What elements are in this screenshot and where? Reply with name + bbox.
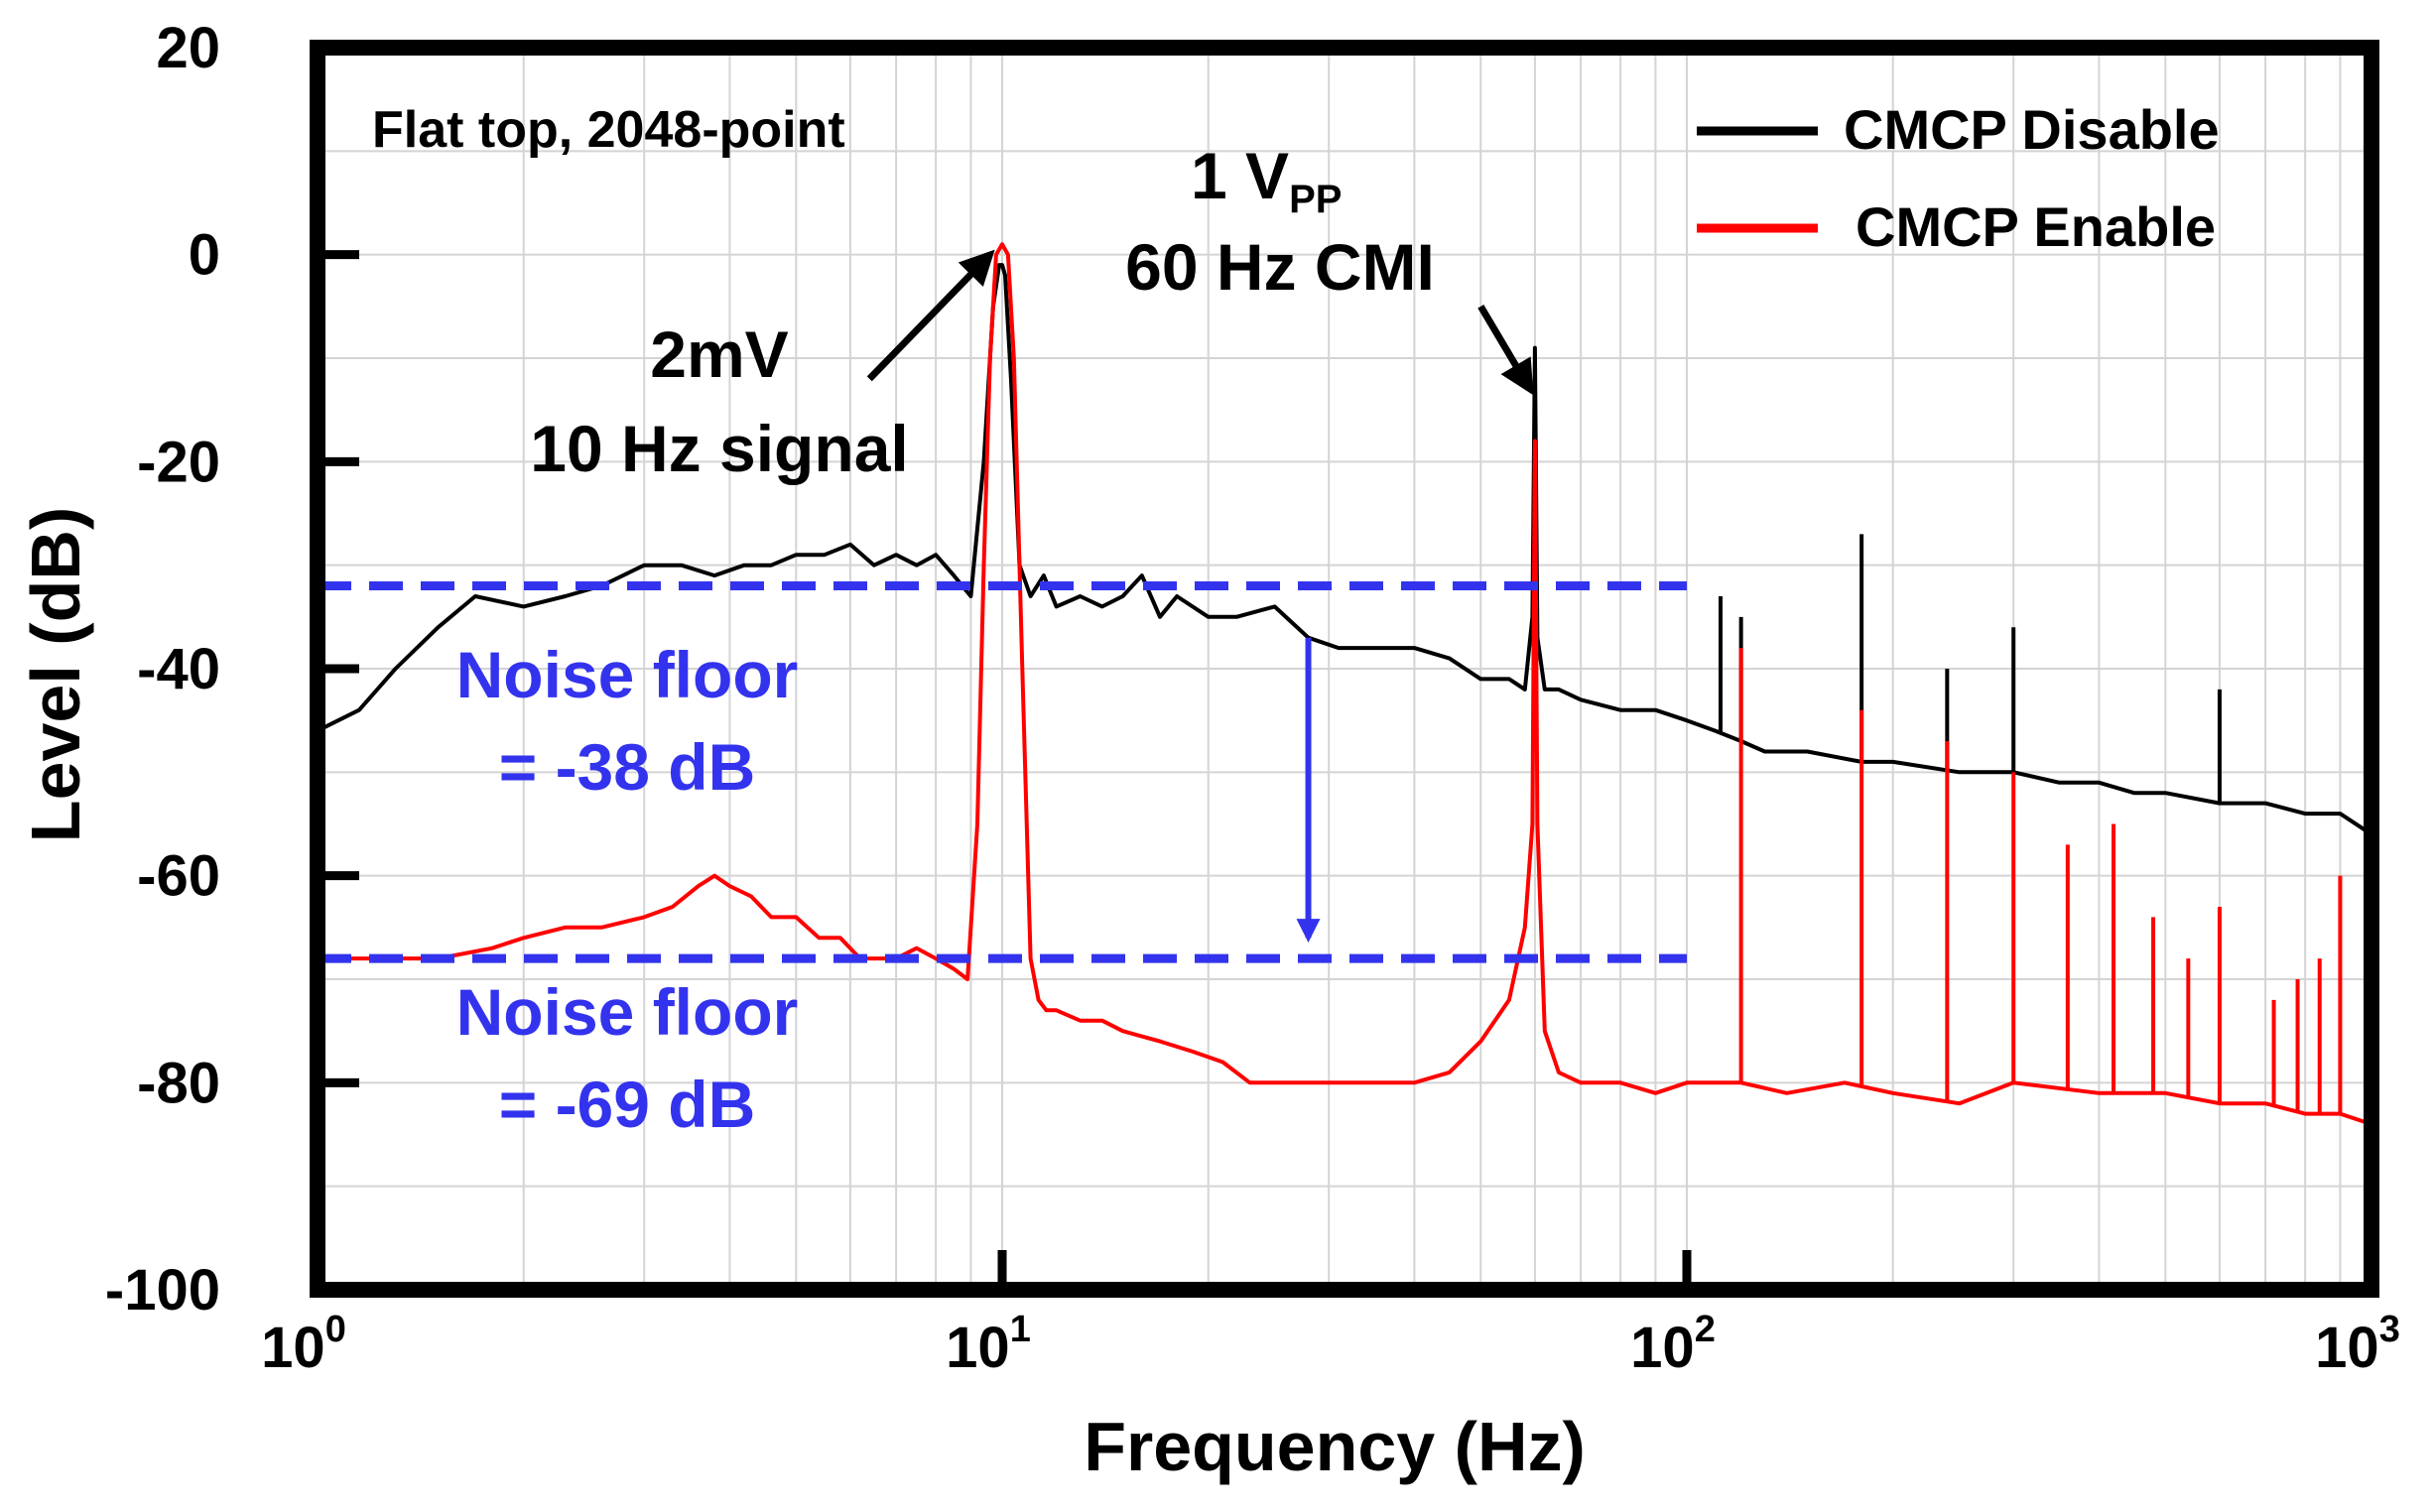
x-tick-base: 10 (946, 1316, 1010, 1380)
x-tick-exponent: 0 (325, 1309, 346, 1350)
annotation-arrows (866, 249, 1534, 396)
cmi-annotation-subscript: PP (1289, 178, 1342, 221)
legend-label-enable: CMCP Enable (1856, 195, 2216, 258)
signal-annotation-arrow (866, 249, 995, 382)
noise-enable-label-line1: Noise floor (456, 975, 799, 1049)
legend-label-disable: CMCP Disable (1844, 98, 2220, 161)
x-axis-title: Frequency (Hz) (1084, 1408, 1586, 1485)
cmi-annotation-arrow (1477, 305, 1534, 396)
x-tick-label: 103 (2315, 1309, 2400, 1380)
y-tick-label: 0 (189, 223, 220, 288)
signal-annotation-line2: 10 Hz signal (530, 412, 908, 485)
y-axis-title: Level (dB) (17, 507, 94, 842)
x-tick-base: 10 (2315, 1316, 2379, 1380)
series-cmcp-enable (318, 242, 2372, 1126)
x-tick-label: 102 (1630, 1309, 1716, 1380)
x-tick-label: 100 (261, 1309, 346, 1380)
noise-disable-label-line1: Noise floor (456, 638, 799, 711)
y-tick-label: -20 (137, 430, 220, 494)
cmi-annotation-line2: 60 Hz CMI (1125, 230, 1435, 304)
y-tick-label: 20 (156, 16, 220, 80)
y-tick-label: -100 (105, 1258, 220, 1323)
x-tick-exponent: 2 (1695, 1309, 1716, 1350)
legend: CMCP Disable CMCP Enable (1697, 98, 2220, 258)
cmi-annotation-main: 1 V (1191, 139, 1289, 212)
x-tick-label: 101 (946, 1309, 1031, 1380)
x-tick-exponent: 1 (1010, 1309, 1031, 1350)
noise-enable-label-line2: = -69 dB (499, 1068, 756, 1141)
signal-annotation-line1: 2mV (650, 317, 788, 391)
cmi-annotation-line1: 1 VPP (1191, 139, 1342, 221)
x-tick-exponent: 3 (2379, 1309, 2400, 1350)
series-cmcp-disable (317, 263, 2373, 836)
series-layer (317, 242, 2373, 1126)
window-annotation: Flat top, 2048-point (372, 101, 845, 159)
noise-floor-layer (318, 581, 1687, 963)
y-tick-label: -80 (137, 1051, 220, 1115)
x-tick-base: 10 (261, 1316, 325, 1380)
y-tick-label: -40 (137, 637, 220, 701)
x-tick-base: 10 (1630, 1316, 1695, 1380)
y-tick-label: -60 (137, 844, 220, 909)
noise-disable-label-line2: = -38 dB (499, 730, 756, 804)
